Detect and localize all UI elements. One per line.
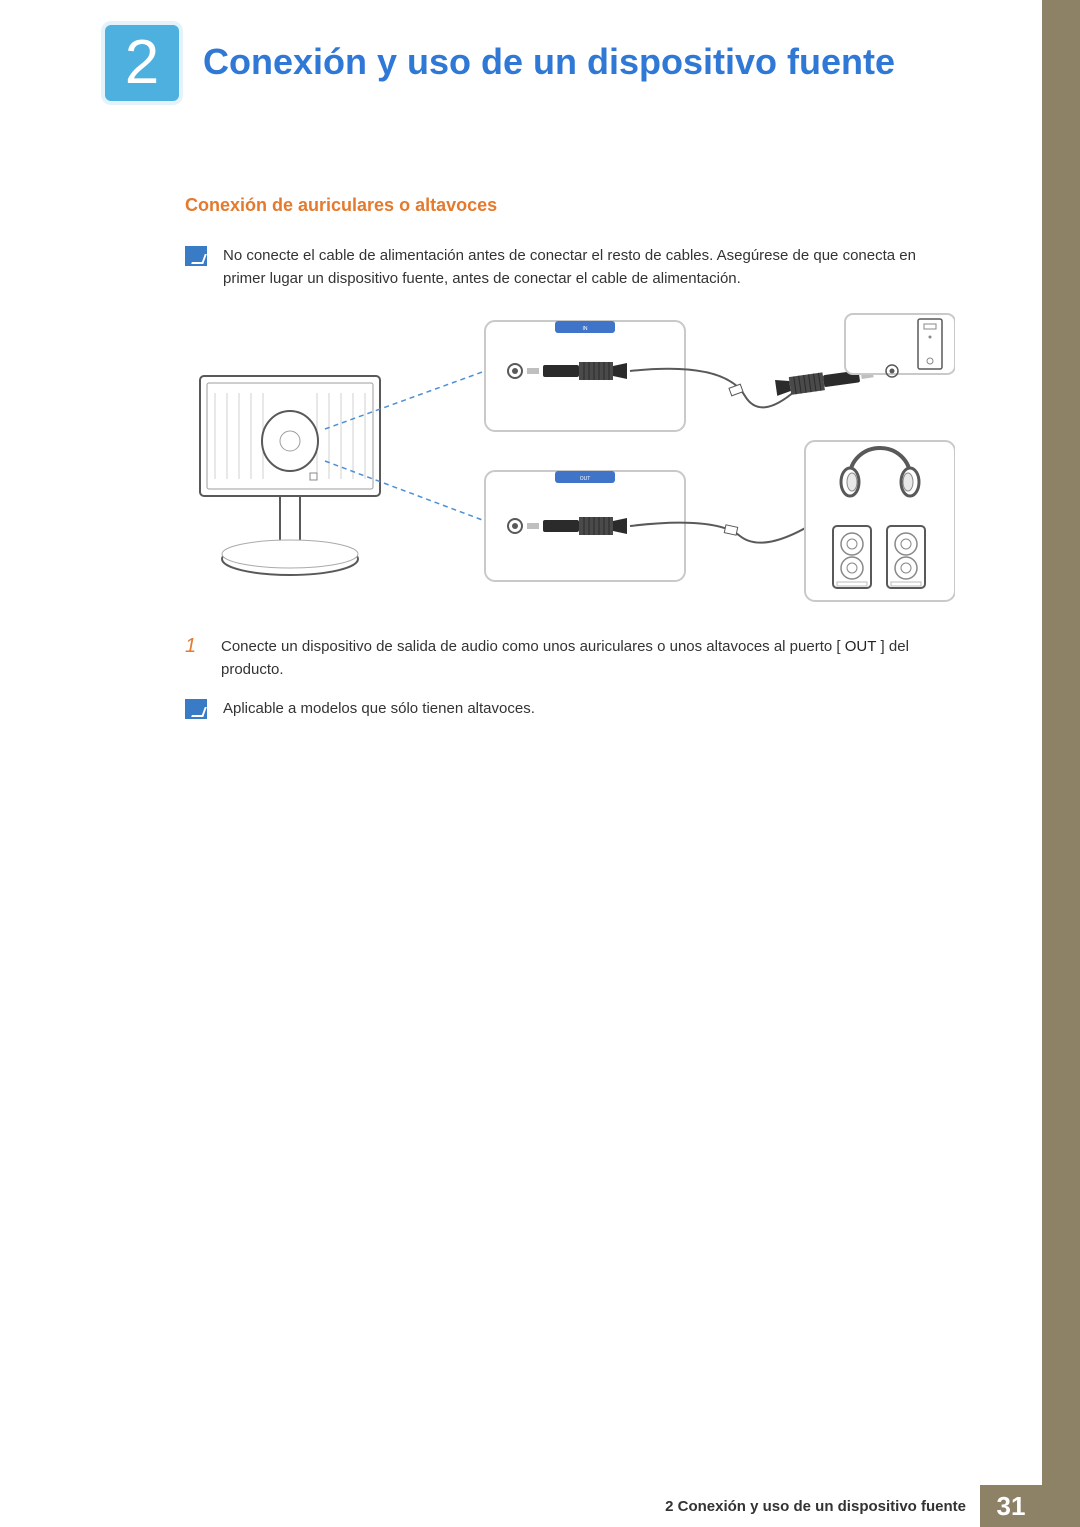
note-block-1: No conecte el cable de alimentación ante…	[185, 244, 955, 291]
section-subheading: Conexión de auriculares o altavoces	[185, 195, 955, 216]
chapter-number-badge: 2	[105, 25, 179, 101]
note-text-1: No conecte el cable de alimentación ante…	[223, 244, 955, 291]
page-footer: 2 Conexión y uso de un dispositivo fuent…	[665, 1485, 1042, 1527]
output-devices-panel	[805, 441, 955, 601]
footer-page-number: 31	[980, 1485, 1042, 1527]
step-number: 1	[185, 635, 203, 658]
monitor-illustration	[200, 376, 380, 575]
pc-panel	[845, 314, 955, 377]
step-text-prefix: Conecte un dispositivo de salida de audi…	[221, 638, 845, 655]
note-text-2: Aplicable a modelos que sólo tienen alta…	[223, 697, 535, 720]
in-panel: IN	[485, 321, 874, 431]
note-icon	[185, 246, 207, 266]
step-1: 1 Conecte un dispositivo de salida de au…	[185, 635, 955, 682]
step-1-text: Conecte un dispositivo de salida de audi…	[221, 635, 955, 682]
out-panel: OUT	[485, 471, 825, 581]
footer-caption: 2 Conexión y uso de un dispositivo fuent…	[665, 1485, 980, 1527]
note-block-2: Aplicable a modelos que sólo tienen alta…	[185, 697, 955, 720]
out-label: OUT	[580, 476, 591, 482]
connection-diagram: IN	[185, 311, 955, 611]
sidebar-strip	[1042, 0, 1080, 1527]
chapter-title: Conexión y uso de un dispositivo fuente	[203, 25, 895, 83]
port-out-label: OUT	[845, 638, 877, 655]
note-icon	[185, 699, 207, 719]
page-content: Conexión de auriculares o altavoces No c…	[185, 195, 955, 740]
in-label: IN	[583, 326, 588, 332]
chapter-header: 2 Conexión y uso de un dispositivo fuent…	[105, 25, 895, 101]
